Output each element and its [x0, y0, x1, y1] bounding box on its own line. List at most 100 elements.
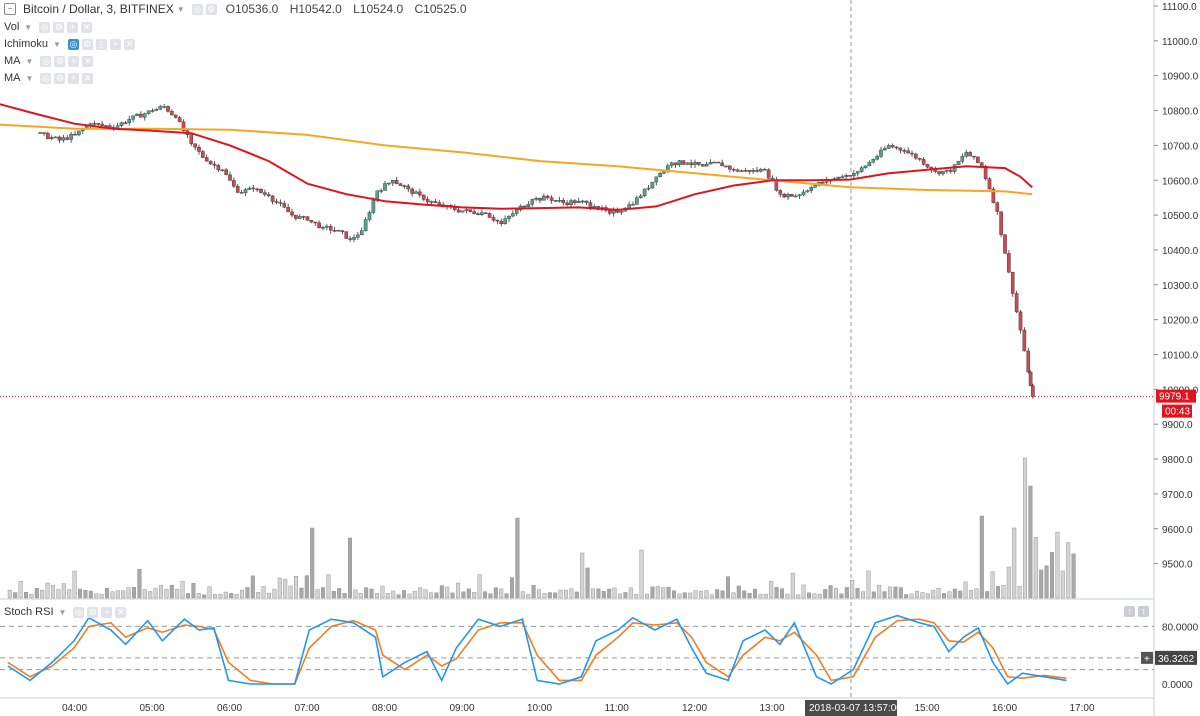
candle-body: [348, 238, 352, 240]
plus-icon[interactable]: +: [109, 38, 121, 50]
last-price-value: 9979.1: [1159, 392, 1190, 403]
eye-icon[interactable]: ◎: [73, 606, 85, 618]
gear-icon[interactable]: ⚙: [87, 606, 99, 618]
volume-bar: [1039, 569, 1044, 599]
volume-bar: [326, 574, 331, 599]
volume-bar: [823, 589, 828, 599]
volume-bar: [720, 590, 725, 599]
chevron-down-icon[interactable]: ▼: [25, 56, 34, 66]
ohlc-values: O10536.0 H10542.0 L10524.0 C10525.0: [226, 2, 475, 16]
candle-body: [1022, 329, 1027, 352]
candle-body: [801, 191, 806, 196]
close-icon[interactable]: ✕: [81, 21, 93, 33]
close-icon[interactable]: ✕: [82, 72, 94, 84]
volume-bar: [958, 590, 963, 599]
candle-body: [542, 195, 546, 201]
volume-bar: [191, 583, 196, 599]
chevron-down-icon[interactable]: ▼: [25, 73, 34, 83]
close-icon[interactable]: ✕: [115, 606, 127, 618]
axes: 11100.0 11000.0 10900.0 10800.0 10700.0 10600…: [62, 2, 1199, 716]
volume-bar: [591, 588, 596, 599]
volume-bar: [142, 589, 147, 599]
volume-bar: [277, 577, 282, 599]
close-icon[interactable]: ✕: [123, 38, 135, 50]
volume-bar: [585, 567, 590, 599]
candle-body: [503, 218, 507, 225]
volume-bar: [645, 593, 650, 599]
candle-body: [534, 197, 538, 200]
candle-body: [948, 169, 953, 172]
gear-icon[interactable]: ⚙: [81, 38, 93, 50]
eye-icon[interactable]: ◎: [39, 21, 51, 33]
indicator-vol[interactable]: Vol ▼ ◎ ⚙ + ✕: [4, 21, 93, 33]
candle-body: [883, 148, 887, 151]
volume-bar: [531, 585, 536, 599]
plus-icon[interactable]: +: [101, 606, 113, 618]
price-tick-label: 10700.0: [1162, 141, 1199, 152]
volume-bar: [655, 585, 660, 599]
volume-bar: [321, 587, 326, 599]
candle-body: [127, 119, 132, 124]
indicator-ichimoku[interactable]: Ichimoku ▼ ◎ ⚙ ▯ + ✕: [4, 38, 135, 50]
indicator-label: Stoch RSI: [4, 606, 54, 618]
gear-icon[interactable]: ⚙: [53, 21, 65, 33]
volume-bar: [158, 585, 163, 599]
maximize-icon[interactable]: ↕: [1138, 606, 1149, 617]
candle-body: [708, 162, 713, 165]
eye-icon[interactable]: ◎: [191, 3, 203, 15]
candle-body: [728, 165, 732, 170]
volume-bar: [137, 569, 142, 599]
candle-body: [135, 113, 139, 116]
gear-icon[interactable]: ⚙: [54, 55, 66, 67]
eye-icon[interactable]: ◎: [67, 38, 79, 50]
collapse-icon[interactable]: −: [4, 3, 16, 15]
plus-icon[interactable]: +: [67, 21, 79, 33]
eye-icon[interactable]: ◎: [40, 72, 52, 84]
volume-bar: [250, 575, 255, 599]
volume-bar: [267, 592, 272, 599]
source-code-icon[interactable]: ▯: [95, 38, 107, 50]
chevron-down-icon[interactable]: ▼: [58, 607, 67, 617]
volume-bar: [947, 591, 952, 599]
volume-bar: [510, 577, 515, 599]
volume-bar: [40, 589, 45, 599]
chevron-down-icon[interactable]: ▼: [53, 39, 61, 49]
grid: [0, 0, 1155, 716]
candle-body: [906, 150, 910, 154]
candle-body: [956, 161, 961, 165]
candle-body: [123, 122, 128, 124]
volume-bar: [515, 517, 520, 599]
indicator-stoch-rsi[interactable]: Stoch RSI ▼ ◎ ⚙ + ✕: [4, 606, 127, 618]
chevron-down-icon[interactable]: ▼: [24, 22, 33, 32]
volume-bar: [574, 591, 579, 599]
chevron-down-icon[interactable]: ▼: [176, 4, 185, 14]
candle-body: [646, 187, 651, 190]
indicator-ma-1[interactable]: MA ▼ ◎ ⚙ + ✕: [4, 55, 94, 67]
volume-bar: [920, 592, 925, 599]
candle-body: [181, 121, 186, 131]
move-up-icon[interactable]: ↑: [1124, 606, 1135, 617]
volume-bar: [801, 584, 806, 599]
plus-icon[interactable]: +: [68, 55, 80, 67]
volume-bar: [1006, 566, 1011, 599]
indicator-label: Ichimoku: [4, 38, 49, 50]
volume-bar: [558, 589, 563, 599]
volume-bar: [1055, 531, 1060, 599]
close-icon[interactable]: ✕: [82, 55, 94, 67]
symbol-title[interactable]: Bitcoin / Dollar, 3, BITFINEX: [23, 2, 174, 16]
volume-bar: [898, 587, 903, 599]
gear-icon[interactable]: ⚙: [54, 72, 66, 84]
volume-bar: [456, 582, 461, 599]
volume-bar: [661, 587, 666, 599]
pane-controls: ↑ ↕: [1124, 606, 1149, 617]
candle-body: [937, 171, 941, 175]
gear-icon[interactable]: ⚙: [205, 3, 217, 15]
eye-icon[interactable]: ◎: [40, 55, 52, 67]
indicator-ma-2[interactable]: MA ▼ ◎ ⚙ + ✕: [4, 72, 94, 84]
candle-body: [743, 170, 748, 172]
candle-body: [433, 201, 438, 203]
volume-bar: [866, 570, 871, 599]
volume-bar: [331, 591, 336, 599]
plus-icon[interactable]: +: [68, 72, 80, 84]
